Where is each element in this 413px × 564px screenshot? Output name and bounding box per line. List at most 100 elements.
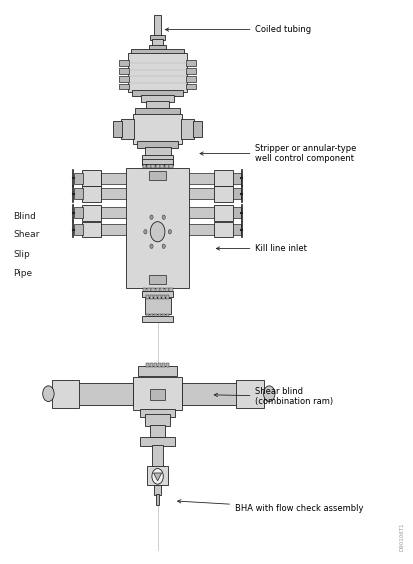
Circle shape <box>263 386 275 402</box>
Bar <box>52 380 79 408</box>
Bar <box>119 60 129 66</box>
Bar <box>142 164 146 168</box>
Bar <box>165 164 169 168</box>
Bar <box>82 205 101 221</box>
Bar <box>131 49 184 54</box>
Bar <box>154 295 157 299</box>
Bar <box>74 188 83 199</box>
Bar <box>166 314 169 318</box>
Bar <box>158 314 161 318</box>
Circle shape <box>152 469 163 484</box>
Bar <box>121 119 134 139</box>
Bar <box>158 363 161 367</box>
Bar <box>135 108 180 116</box>
Bar <box>166 363 169 367</box>
Bar <box>156 494 159 505</box>
Bar <box>162 295 165 299</box>
Bar <box>100 224 126 235</box>
Bar <box>74 173 83 184</box>
Bar <box>162 314 165 318</box>
Bar <box>154 15 161 36</box>
Bar <box>142 288 146 292</box>
Bar <box>236 380 263 408</box>
Bar <box>119 76 129 82</box>
Bar <box>82 170 101 186</box>
Bar <box>145 414 170 426</box>
Bar <box>78 382 133 405</box>
Bar <box>161 288 164 292</box>
Bar <box>169 288 173 292</box>
Bar <box>146 363 149 367</box>
Bar <box>154 314 157 318</box>
Bar <box>161 163 164 168</box>
Circle shape <box>162 215 165 219</box>
Bar <box>154 485 161 495</box>
Text: Slip: Slip <box>13 250 30 258</box>
Bar <box>142 158 173 164</box>
Bar <box>165 288 169 292</box>
Circle shape <box>168 230 171 234</box>
Bar <box>147 466 168 485</box>
Bar <box>214 205 233 221</box>
Bar <box>150 363 153 367</box>
Bar <box>233 224 241 235</box>
Bar <box>190 207 215 218</box>
Bar <box>145 147 171 156</box>
Bar <box>142 291 173 297</box>
Circle shape <box>144 230 147 234</box>
Bar <box>152 288 155 292</box>
Bar <box>145 298 171 314</box>
Bar <box>233 188 241 199</box>
Bar <box>82 186 101 201</box>
Bar <box>74 207 83 218</box>
Text: Coiled tubing: Coiled tubing <box>165 25 311 34</box>
Bar <box>140 409 175 417</box>
Bar <box>150 35 165 39</box>
Bar <box>147 163 151 168</box>
Circle shape <box>162 244 165 249</box>
Bar <box>169 164 173 168</box>
Bar <box>146 295 149 299</box>
Text: D90106T1: D90106T1 <box>399 523 404 551</box>
Bar <box>152 38 163 46</box>
Bar <box>158 295 161 299</box>
Bar <box>100 207 126 218</box>
Circle shape <box>43 386 54 402</box>
Bar <box>161 164 164 168</box>
Bar <box>113 121 122 137</box>
Text: Pipe: Pipe <box>13 268 32 277</box>
Bar <box>150 171 166 180</box>
Bar <box>146 101 169 109</box>
Bar <box>150 45 166 50</box>
Bar <box>119 83 129 89</box>
Bar <box>186 76 196 82</box>
Text: Kill line inlet: Kill line inlet <box>216 244 307 253</box>
Bar <box>156 163 160 168</box>
Bar <box>100 188 126 199</box>
Bar <box>100 173 126 184</box>
Bar <box>156 164 160 168</box>
Bar <box>147 164 151 168</box>
Circle shape <box>150 222 165 242</box>
Bar <box>152 164 155 168</box>
Bar <box>150 425 165 437</box>
Circle shape <box>150 215 153 219</box>
Bar <box>133 377 182 411</box>
Bar <box>138 366 177 376</box>
Bar <box>156 288 160 292</box>
Bar <box>74 224 83 235</box>
Bar <box>150 275 166 284</box>
Text: Stripper or annular-type
well control component: Stripper or annular-type well control co… <box>200 144 357 163</box>
Bar <box>147 288 151 292</box>
Bar <box>142 315 173 322</box>
Bar <box>193 121 202 137</box>
Bar <box>152 445 163 468</box>
Bar <box>133 114 182 143</box>
Bar <box>152 163 155 168</box>
Bar <box>165 163 169 168</box>
Text: Shear: Shear <box>13 230 39 239</box>
Bar <box>146 314 149 318</box>
Bar <box>182 382 237 405</box>
Circle shape <box>150 244 153 249</box>
Bar <box>190 188 215 199</box>
